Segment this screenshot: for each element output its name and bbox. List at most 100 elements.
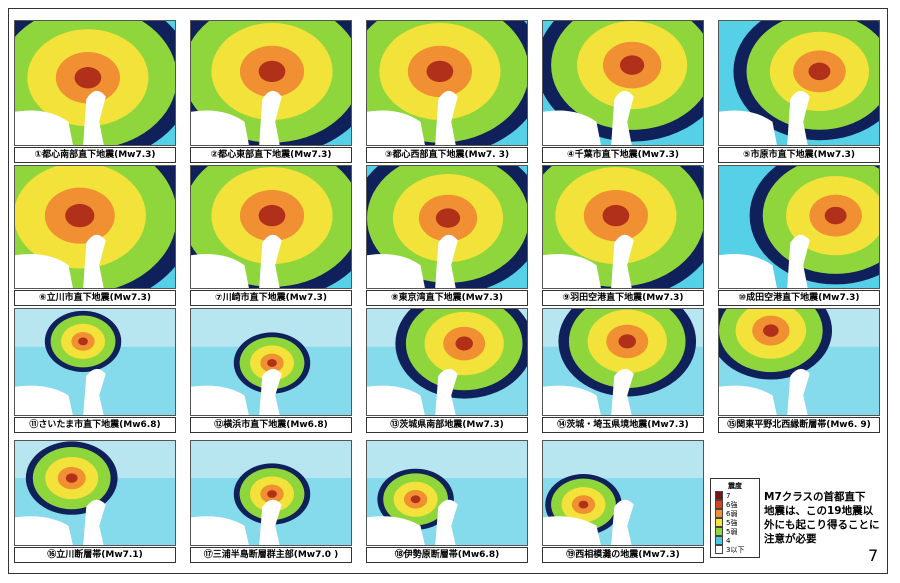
sea <box>543 385 601 415</box>
intensity-zone <box>410 495 421 504</box>
map <box>190 440 352 546</box>
sea <box>367 110 425 145</box>
intensity-zone <box>258 204 286 227</box>
sea <box>191 254 249 288</box>
bay <box>259 368 282 415</box>
sea <box>719 385 777 415</box>
sea <box>15 385 73 415</box>
legend-swatch <box>715 491 723 500</box>
bay <box>83 234 106 288</box>
map-caption: ③都心西部直下地震(Mw7. 3) <box>366 147 528 163</box>
sea <box>543 254 601 288</box>
map <box>718 308 880 416</box>
map <box>190 308 352 416</box>
bay <box>83 90 106 145</box>
note: M7クラスの首都直下 地震は、この19地震以 外にも起こり得ることに 注意が必要 <box>764 490 880 546</box>
sea <box>15 516 73 545</box>
sea <box>719 110 777 145</box>
map <box>14 165 176 289</box>
map <box>366 165 528 289</box>
map-caption: ④千葉市直下地震(Mw7.3) <box>542 147 704 163</box>
bay <box>611 90 634 145</box>
map-caption: ⑫横浜市直下地震(Mw6.8) <box>190 417 352 433</box>
legend-label: 5強 <box>726 518 738 527</box>
intensity-zone <box>267 490 277 498</box>
map <box>366 440 528 546</box>
map-caption: ⑲西相模灘の地震(Mw7.3) <box>542 547 704 563</box>
sea <box>367 385 425 415</box>
bay <box>83 499 106 545</box>
bay <box>611 499 634 545</box>
intensity-zone <box>65 473 78 483</box>
map-caption: ⑩成田空港直下地震(Mw7.3) <box>718 290 880 306</box>
intensity-zone <box>74 67 102 89</box>
map <box>542 308 704 416</box>
map-caption: ⑪さいたま市直下地震(Mw6.8) <box>14 417 176 433</box>
bay <box>83 368 106 415</box>
legend-title: 震度 <box>728 482 742 490</box>
bay <box>435 90 458 145</box>
frame <box>8 8 888 574</box>
bay <box>435 499 458 545</box>
legend-swatch <box>715 536 723 545</box>
note-line: 外にも起こり得ることに <box>764 519 880 531</box>
legend-label: 5弱 <box>726 527 738 536</box>
sea <box>543 516 601 545</box>
legend-label: 7 <box>726 491 731 500</box>
map-caption: ⑧東京湾直下地震(Mw7.3) <box>366 290 528 306</box>
map-caption: ②都心東部直下地震(Mw7.3) <box>190 147 352 163</box>
intensity-zone <box>426 60 454 83</box>
map <box>366 20 528 146</box>
legend: 震度 7 6強 6弱 5強 5弱 4 3以下 <box>710 478 760 558</box>
map-caption: ⑥立川市直下地震(Mw7.3) <box>14 290 176 306</box>
bay <box>435 368 458 415</box>
bay <box>611 368 634 415</box>
intensity-zone <box>618 334 636 349</box>
legend-item: 5強 <box>711 518 759 527</box>
map <box>14 20 176 146</box>
map <box>190 20 352 146</box>
legend-item: 3以下 <box>711 545 759 554</box>
map-caption: ①都心南部直下地震(Mw7.3) <box>14 147 176 163</box>
intensity-zone <box>602 204 630 227</box>
intensity-zone <box>435 208 461 228</box>
legend-swatch <box>715 500 723 509</box>
map <box>542 165 704 289</box>
sea <box>543 110 601 145</box>
bay <box>787 90 810 145</box>
legend-label: 6弱 <box>726 509 738 518</box>
legend-label: 4 <box>726 536 731 545</box>
sea <box>719 254 777 288</box>
legend-swatch <box>715 518 723 527</box>
legend-item: 6弱 <box>711 509 759 518</box>
note-line: 注意が必要 <box>764 533 817 545</box>
map-caption: ⑨羽田空港直下地震(Mw7.3) <box>542 290 704 306</box>
map <box>542 440 704 546</box>
bay <box>259 499 282 545</box>
map <box>366 308 528 416</box>
sea <box>15 110 73 145</box>
sea <box>367 254 425 288</box>
legend-item: 6強 <box>711 500 759 509</box>
map-caption: ⑰三浦半島断層群主部(Mw7.0 ) <box>190 547 352 563</box>
sea <box>15 254 73 288</box>
map <box>14 308 176 416</box>
sea <box>191 516 249 545</box>
map-caption: ⑱伊勢原断層帯(Mw6.8) <box>366 547 528 563</box>
intensity-zone <box>258 60 286 83</box>
note-line: M7クラスの首都直下 <box>764 491 866 503</box>
map <box>542 20 704 146</box>
sea <box>367 516 425 545</box>
map-caption: ⑤市原市直下地震(Mw7.3) <box>718 147 880 163</box>
intensity-zone <box>619 55 645 75</box>
map-caption: ⑭茨城・埼玉県境地震(Mw7.3) <box>542 417 704 433</box>
bay <box>259 234 282 288</box>
map <box>190 165 352 289</box>
intensity-zone <box>824 206 847 225</box>
bay <box>259 90 282 145</box>
legend-swatch <box>715 527 723 536</box>
legend-item: 7 <box>711 491 759 500</box>
sea <box>191 110 249 145</box>
legend-item: 5弱 <box>711 527 759 536</box>
